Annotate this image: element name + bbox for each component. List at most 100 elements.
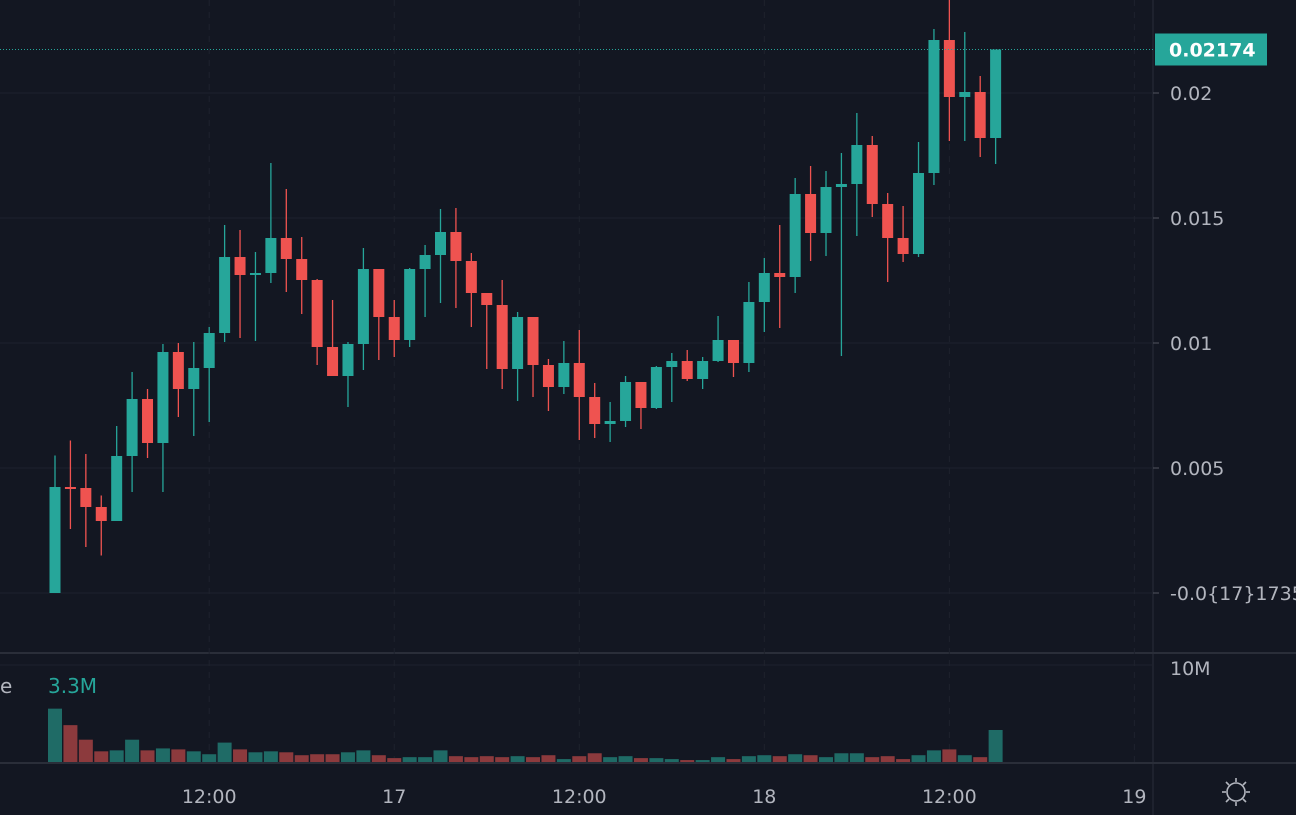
candle-body [928,40,940,173]
settings-button[interactable] [1222,778,1250,806]
volume-bar [526,757,541,762]
volume-bar [911,755,926,762]
time-tick-label: 17 [382,786,406,808]
volume-bar [556,759,571,762]
candle-body [280,238,292,259]
candle-body [234,257,246,275]
volume-bar [279,752,294,762]
candle-body [95,507,107,521]
candle-body [666,361,678,367]
candle-up [697,357,709,389]
candle-down [481,293,493,369]
candle-body [990,49,1002,138]
volume-bar [649,758,664,762]
volume-bar [618,756,633,762]
volume-bar [772,756,787,762]
candle-body [620,382,632,421]
volume-bar [587,753,602,762]
candle-body [851,145,863,184]
candle-up [265,163,277,283]
candle-body [496,305,508,369]
candle-body [712,340,724,361]
candle-body [481,293,493,305]
axes: 0.02 0.015 0.01 0.005 -0.0{17}1735 12:00 17 12:… [0,33,1296,808]
candle-down [311,279,323,365]
candle-body [542,365,554,387]
volume-bar [495,757,510,762]
candle-down [373,269,385,360]
volume-bar [541,755,556,762]
volume-bar [325,754,340,762]
volume-bar [248,752,263,762]
volume-bar [186,751,201,762]
candle-up [666,353,678,402]
volume-bar [896,759,911,762]
price-pane [49,0,1002,593]
candle-body [835,184,847,187]
candle-up [157,344,169,492]
candle-up [789,178,801,293]
candle-body [265,238,277,273]
volume-bar [310,754,325,762]
volume-bar [510,756,525,762]
gear-icon [1222,778,1250,806]
time-tick-label: 12:00 [552,786,607,808]
volume-bar [633,758,648,762]
candle-body [419,255,431,269]
candle-up [512,312,524,401]
volume-bar [402,757,417,762]
candle-up [712,316,724,362]
candle-body [589,397,601,424]
candle-down [64,440,76,529]
candle-body [558,363,570,387]
volume-bar [217,742,232,762]
candle-down [234,230,246,338]
candle-up [820,171,832,256]
candle-body [527,317,539,365]
candle-body [157,352,169,443]
candle-up [851,113,863,236]
candle-body [959,92,971,97]
candle-down [80,454,92,547]
candle-up [990,49,1002,164]
candle-up [758,258,770,332]
candle-body [404,269,416,340]
volume-bar [340,752,355,762]
candle-down [527,317,539,397]
price-tick-label: 0.01 [1170,333,1212,355]
candle-body [805,194,817,233]
candle-body [866,145,878,204]
candle-body [172,352,184,389]
volume-bar [202,754,217,762]
candle-body [342,344,354,376]
candle-up [928,29,940,185]
candle-up [126,372,138,492]
volume-bar [387,758,402,762]
volume-bar [757,755,772,762]
candle-down [727,340,739,377]
candle-body [126,399,138,456]
volume-bar [849,753,864,762]
candle-down [450,208,462,308]
candle-up [913,142,925,257]
candle-body [64,487,76,489]
candle-up [249,252,261,341]
volume-bar [125,739,140,762]
time-tick-label: 12:00 [922,786,977,808]
candle-down [943,0,955,141]
candle-up [219,225,231,342]
time-tick-label: 19 [1122,786,1146,808]
candle-body [882,204,894,238]
volume-bar [865,757,880,762]
candle-down [635,382,647,429]
candle-down [897,206,909,262]
volume-bar [664,759,679,762]
candle-down [142,389,154,458]
volume-bar [78,739,93,762]
candle-body [357,269,369,344]
candle-body [435,232,446,255]
volume-bar [726,759,741,762]
candle-body [203,333,215,368]
